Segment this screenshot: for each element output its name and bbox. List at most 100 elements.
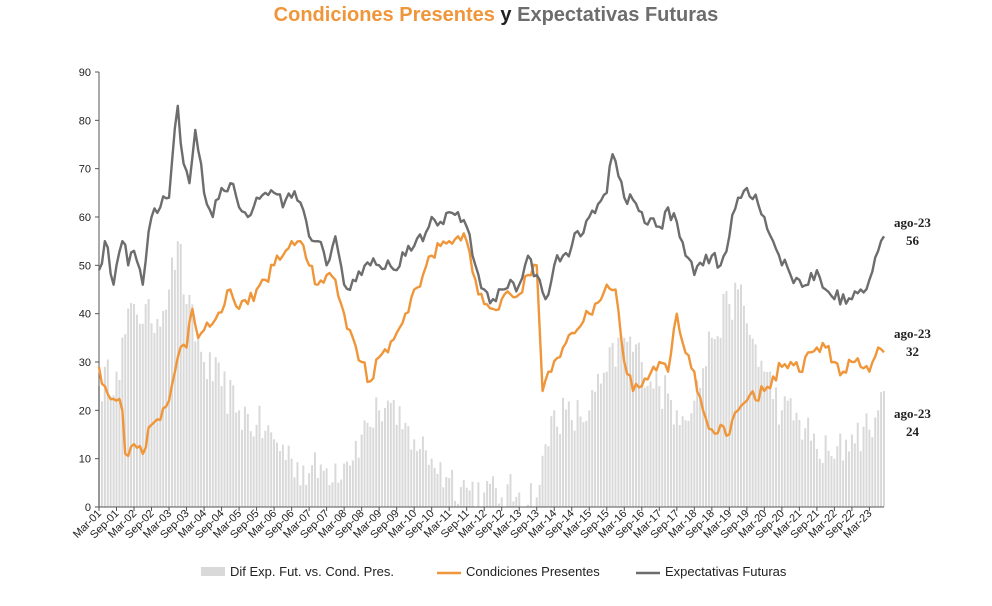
diff-bar [214,357,217,507]
diff-bar [413,439,416,507]
y-tick-label: 80 [79,115,91,127]
diff-bar [156,319,159,507]
diff-bar [357,457,360,507]
diff-bar [205,379,208,507]
diff-bar [833,458,836,507]
y-tick-label: 50 [79,260,91,272]
diff-bar [401,429,404,507]
diff-bar [284,459,287,507]
diff-bar [296,462,299,507]
title-expect: Expectativas Futuras [517,4,719,26]
diff-bar [617,337,620,507]
diff-bar [830,456,833,507]
diff-bar [194,341,197,507]
end-label-present-value: 32 [906,344,919,359]
diff-bar [672,424,675,507]
diff-bar [208,352,211,507]
diff-bar [427,464,430,507]
diff-bar [623,337,626,507]
diff-bar [229,379,232,507]
diff-bar [687,420,690,507]
end-label-expect-date: ago-23 [894,215,931,230]
diff-bar [293,477,296,507]
diff-bar [185,304,188,507]
diff-bar [424,450,427,507]
diff-bar [602,372,605,507]
diff-bar [232,385,235,507]
diff-bar [124,334,127,507]
diff-bar [346,461,349,507]
diff-bar [334,463,337,507]
diff-bar [497,503,500,507]
diff-bar [576,400,579,507]
y-tick-label: 90 [79,67,91,79]
diff-bar [699,387,702,507]
diff-bar [573,430,576,507]
end-label-diff-date: ago-23 [894,406,931,421]
y-tick-label: 10 [79,454,91,466]
diff-bar [538,484,541,507]
diff-bar [258,405,261,507]
diff-bar [632,351,635,507]
diff-bar [529,483,532,507]
legend: Dif Exp. Fut. vs. Cond. Pres. Condiciones… [201,564,787,579]
diff-bar [515,496,518,507]
diff-bar [696,380,699,507]
diff-bar [325,468,328,507]
diff-bar [815,449,818,507]
diff-bar [486,480,489,507]
diff-bar [430,458,433,507]
diff-bar [818,458,821,507]
diff-bar [845,439,848,507]
diff-bar [328,485,331,507]
y-tick-label: 30 [79,357,91,369]
diff-bar [766,371,769,507]
diff-bar [567,401,570,507]
diff-bar [780,410,783,507]
diff-bar [191,304,194,507]
diff-bar [381,421,384,507]
diff-bar [559,434,562,507]
legend-swatch-diff [201,567,225,576]
diff-bar [626,341,629,507]
diff-bar [772,399,775,507]
diff-bar [594,391,597,507]
diff-bar [751,338,754,507]
end-label-present-date: ago-23 [894,326,931,341]
diff-bar [859,451,862,507]
diff-bar [267,425,270,507]
diff-bar [716,336,719,507]
diff-bar [100,401,103,507]
diff-bar [109,396,112,507]
diff-bar [348,465,351,507]
diff-bar [456,503,459,507]
diff-bar [842,460,845,507]
diff-bar [331,482,334,507]
diff-bar [658,386,661,507]
diff-bar [570,420,573,507]
diff-bar [737,289,740,507]
diff-bar [614,366,617,507]
diff-bar [798,420,801,507]
diff-bar [731,319,734,507]
diff-bar [421,436,424,507]
diff-bar [669,400,672,507]
diff-bar [235,412,238,507]
diff-bar [550,416,553,507]
diff-bar [270,432,273,507]
diff-bar [827,450,830,507]
diff-bar [407,426,410,507]
diff-bar [661,408,664,507]
diff-bar [340,479,343,507]
diff-bar [217,362,220,507]
diff-bar [748,334,751,507]
diff-bar [500,497,503,507]
end-label-diff-value: 24 [906,424,920,439]
diff-bar [468,490,471,507]
diff-bar [810,440,813,507]
diff-bar [223,371,226,507]
diff-bar [544,444,547,507]
diff-bar [763,371,766,507]
diff-bar [783,396,786,507]
